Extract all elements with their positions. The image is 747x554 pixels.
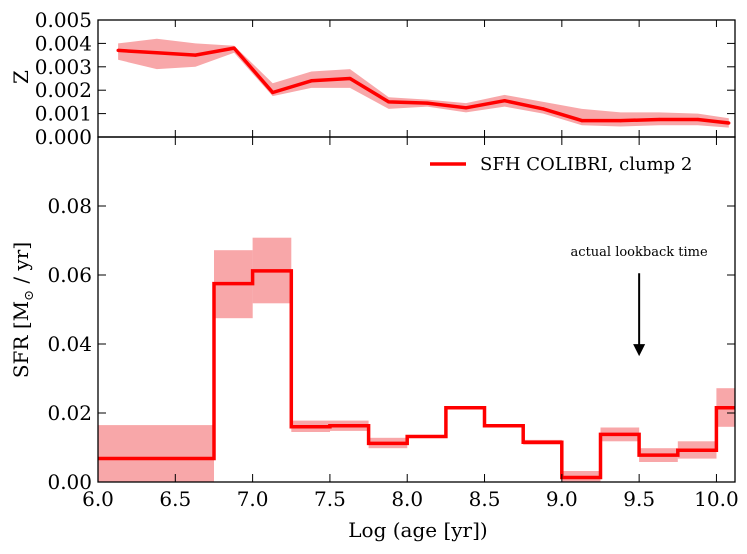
sfr-ticks: 6.0 6.5 7.0 7.5 8.0 8.5 9.0 9.5 10.0 0.00 0.02 0.04… bbox=[47, 137, 739, 511]
metallicity-point bbox=[657, 117, 661, 122]
metallicity-point bbox=[541, 107, 545, 111]
z-y-tick-label: 0.005 bbox=[35, 8, 92, 32]
x-tick-label: 9.5 bbox=[623, 487, 655, 511]
metallicity-point bbox=[348, 76, 352, 81]
sfr-y-tick-label: 0.02 bbox=[47, 401, 92, 425]
metallicity-point bbox=[464, 106, 468, 110]
metallicity-y-axis-title: Z bbox=[9, 70, 33, 84]
sfr-band bbox=[98, 425, 214, 482]
lookback-annotation-text: actual lookback time bbox=[571, 245, 708, 260]
legend-label: SFH COLIBRI, clump 2 bbox=[480, 154, 692, 175]
z-y-tick-label: 0.000 bbox=[35, 125, 92, 149]
x-tick-label: 10.0 bbox=[694, 487, 739, 511]
sfr-y-tick-label: 0.04 bbox=[47, 332, 92, 356]
x-axis-title: Log (age [yr]) bbox=[348, 518, 487, 542]
sfr-y-tick-label: 0.00 bbox=[47, 470, 92, 494]
metallicity-point bbox=[271, 90, 275, 95]
metallicity-point bbox=[193, 53, 197, 57]
x-tick-label: 7.5 bbox=[314, 487, 346, 511]
metallicity-point bbox=[155, 51, 159, 55]
sfr-axes-frame bbox=[97, 136, 736, 483]
metallicity-line-group bbox=[116, 46, 731, 125]
sfr-step-line-group bbox=[98, 269, 735, 480]
x-tick-label: 8.0 bbox=[391, 487, 423, 511]
z-y-tick-label: 0.004 bbox=[35, 31, 92, 55]
lookback-annotation: actual lookback time bbox=[571, 245, 708, 357]
sfr-y-tick-label: 0.06 bbox=[47, 263, 92, 287]
z-y-tick-label: 0.001 bbox=[35, 102, 92, 126]
z-y-tick-label: 0.002 bbox=[35, 78, 92, 102]
sfr-y-axis-title-unit: / yr] bbox=[9, 242, 33, 290]
z-y-tick-label: 0.003 bbox=[35, 55, 92, 79]
metallicity-point bbox=[580, 119, 584, 123]
legend: SFH COLIBRI, clump 2 bbox=[430, 154, 692, 175]
metallicity-point bbox=[503, 99, 507, 103]
sfr-step-line bbox=[98, 269, 735, 480]
x-tick-label: 6.0 bbox=[82, 487, 114, 511]
sfr-y-axis-title: SFR [M⊙ / yr] bbox=[9, 242, 37, 378]
metallicity-point bbox=[309, 79, 313, 83]
metallicity-point bbox=[619, 119, 623, 123]
metallicity-point bbox=[232, 46, 236, 50]
metallicity-point bbox=[116, 48, 120, 53]
sfr-y-axis-title-main: SFR [M bbox=[9, 301, 33, 378]
metallicity-point bbox=[387, 100, 391, 104]
x-tick-label: 7.0 bbox=[237, 487, 269, 511]
x-tick-label: 9.0 bbox=[546, 487, 578, 511]
sfr-y-tick-label: 0.08 bbox=[47, 194, 92, 218]
x-tick-label: 6.5 bbox=[159, 487, 191, 511]
lookback-arrow-head bbox=[633, 344, 646, 357]
sfr-panel: 6.0 6.5 7.0 7.5 8.0 8.5 9.0 9.5 10.0 0.00 0.02 0.04… bbox=[9, 137, 739, 542]
metallicity-point bbox=[696, 117, 700, 122]
sfr-y-axis-title-sun-symbol: ⊙ bbox=[22, 290, 37, 301]
x-tick-label: 8.5 bbox=[469, 487, 501, 511]
metallicity-point bbox=[727, 121, 731, 125]
metallicity-point bbox=[425, 101, 429, 105]
